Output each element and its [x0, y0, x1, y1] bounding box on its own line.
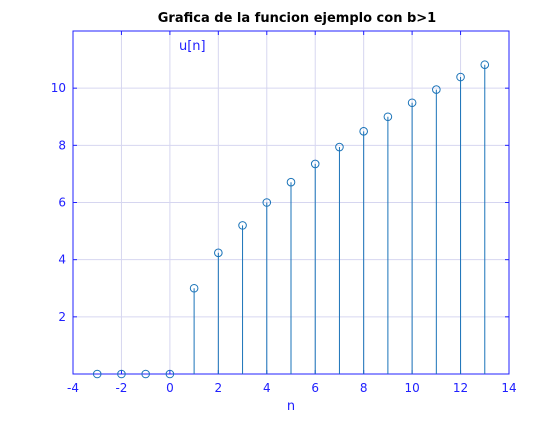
- x-tick-label: -4: [67, 381, 79, 395]
- stem-marker: [359, 127, 368, 136]
- stem-marker: [383, 112, 393, 122]
- x-tick-label: -2: [115, 381, 127, 395]
- stem-marker: [310, 159, 320, 169]
- stem-marker: [165, 369, 175, 379]
- x-tick-label: 0: [166, 381, 174, 395]
- y-tick-label: 2: [58, 310, 66, 324]
- x-tick-label: 8: [360, 381, 368, 395]
- y-tick-label: 8: [58, 138, 66, 152]
- x-tick-label: 10: [404, 381, 419, 395]
- stem-marker: [189, 283, 199, 293]
- y-tick-label: 10: [51, 81, 66, 95]
- stem-marker: [456, 72, 465, 82]
- axis-ticks: -4 -2 0 2 4 6 8 10 12 14 2 4 6 8 10: [51, 31, 517, 395]
- x-tick-label: 14: [501, 381, 516, 395]
- x-tick-label: 12: [453, 381, 468, 395]
- stem-marker: [214, 248, 223, 258]
- x-tick-label: 6: [311, 381, 319, 395]
- x-axis-label: n: [287, 399, 295, 414]
- stem-marker: [335, 142, 344, 152]
- stem-marker: [262, 198, 272, 207]
- stem-marker: [407, 98, 417, 108]
- x-tick-label: 2: [215, 381, 223, 395]
- u-n-annotation: u[n]: [179, 39, 206, 54]
- y-tick-label: 6: [58, 196, 66, 210]
- stem-marker: [141, 369, 150, 379]
- stem-marker: [92, 369, 102, 379]
- stem-marker: [286, 177, 296, 187]
- x-tick-label: 4: [263, 381, 271, 395]
- stem-marker: [238, 221, 247, 230]
- chart-title: Grafica de la funcion ejemplo con b>1: [158, 11, 436, 26]
- stem-series: [92, 60, 490, 379]
- stem-marker: [117, 369, 126, 379]
- stem-marker: [432, 85, 441, 94]
- y-tick-label: 4: [58, 253, 66, 267]
- stem-marker: [480, 60, 490, 70]
